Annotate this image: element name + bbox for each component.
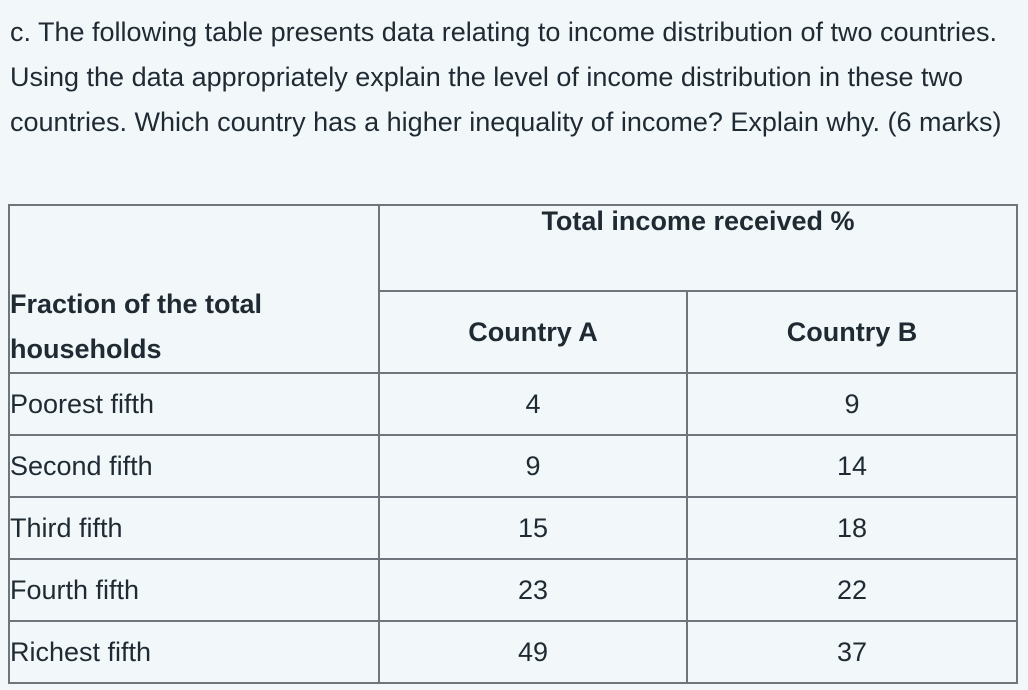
table-row: Richest fifth 49 37 — [8, 620, 1018, 684]
total-income-header: Total income received % — [378, 204, 1018, 292]
country-a-value: 4 — [378, 372, 688, 436]
country-a-value: 49 — [378, 620, 688, 684]
country-a-header: Country A — [378, 290, 688, 374]
row-label: Richest fifth — [8, 620, 380, 684]
table-row: Third fifth 15 18 — [8, 496, 1018, 560]
row-label: Poorest fifth — [8, 372, 380, 436]
income-distribution-table: Fraction of the total households Total i… — [8, 204, 1018, 684]
table-header-row: Fraction of the total households Total i… — [8, 204, 1018, 374]
country-header-row: Country A Country B — [9, 290, 1018, 374]
row-label: Fourth fifth — [8, 558, 380, 622]
table-row: Fourth fifth 23 22 — [8, 558, 1018, 622]
country-b-value: 18 — [686, 496, 1018, 560]
row-label: Second fifth — [8, 434, 380, 498]
country-b-value: 14 — [686, 434, 1018, 498]
country-a-value: 15 — [378, 496, 688, 560]
country-b-value: 37 — [686, 620, 1018, 684]
country-b-value: 22 — [686, 558, 1018, 622]
country-b-value: 9 — [686, 372, 1018, 436]
row-label: Third fifth — [8, 496, 380, 560]
country-a-value: 23 — [378, 558, 688, 622]
country-a-value: 9 — [378, 434, 688, 498]
table-row: Poorest fifth 4 9 — [8, 372, 1018, 436]
country-b-header: Country B — [686, 290, 1018, 374]
question-text: c. The following table presents data rel… — [10, 17, 1002, 137]
fraction-column-header: Fraction of the total households — [8, 204, 380, 374]
table-row: Second fifth 9 14 — [8, 434, 1018, 498]
